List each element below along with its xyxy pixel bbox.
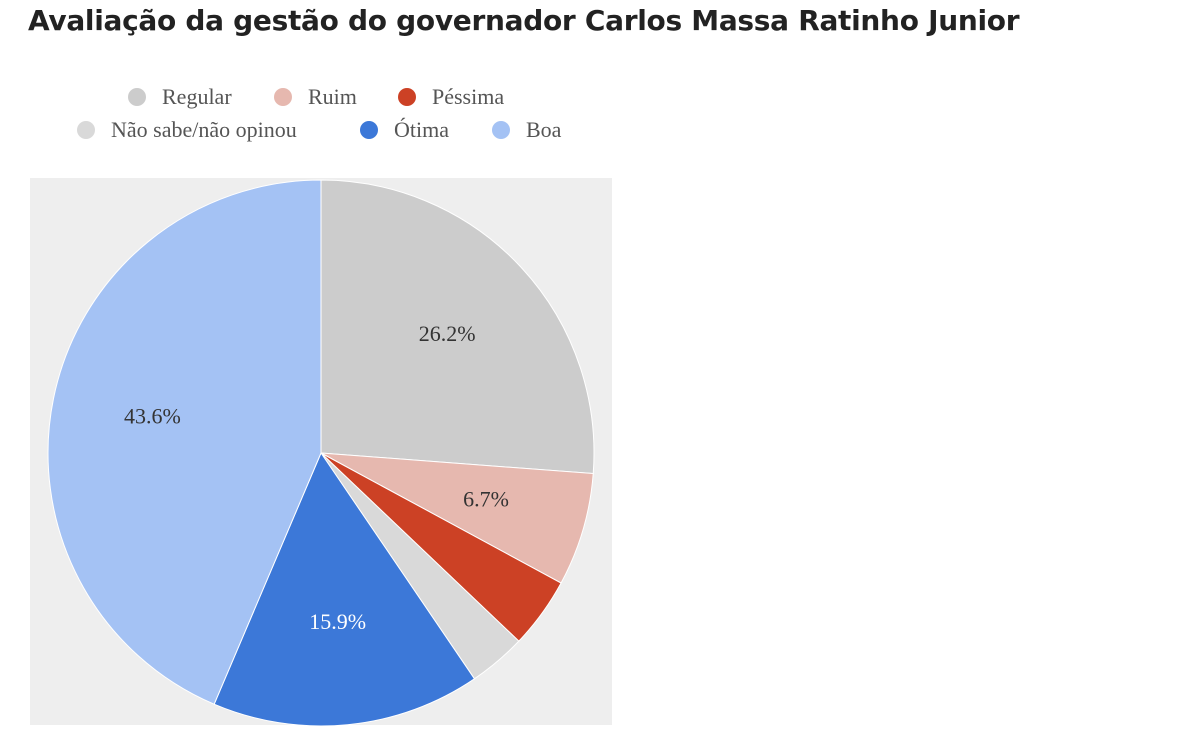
legend-item-regular[interactable]: Regular xyxy=(128,84,232,110)
legend-label-otima: Ótima xyxy=(394,117,449,142)
legend-item-otima[interactable]: Ótima xyxy=(360,117,449,143)
legend-item-nao-sabe[interactable]: Não sabe/não opinou xyxy=(77,117,297,143)
legend-swatch-pessima xyxy=(398,88,416,106)
legend-label-ruim: Ruim xyxy=(308,84,357,109)
pie-label-regular: 26.2% xyxy=(419,321,476,346)
legend-swatch-boa xyxy=(492,121,510,139)
legend-label-nao-sabe: Não sabe/não opinou xyxy=(111,117,297,142)
pie-slice-ruim[interactable] xyxy=(320,452,594,584)
legend-label-pessima: Péssima xyxy=(432,84,505,109)
legend-item-ruim[interactable]: Ruim xyxy=(274,84,357,110)
pie-slice-boa[interactable] xyxy=(47,179,322,705)
legend-item-pessima[interactable]: Péssima xyxy=(398,84,504,110)
legend-label-regular: Regular xyxy=(162,84,232,109)
legend-swatch-otima xyxy=(360,121,378,139)
legend-swatch-regular xyxy=(128,88,146,106)
pie-slice-otima[interactable] xyxy=(213,451,476,727)
legend-swatch-nao-sabe xyxy=(77,121,95,139)
chart-title: Avaliação da gestão do governador Carlos… xyxy=(28,4,1020,37)
pie-label-ruim: 6.7% xyxy=(463,487,509,512)
pie-label-boa: 43.6% xyxy=(124,404,181,429)
legend-label-boa: Boa xyxy=(526,117,562,142)
legend-swatch-ruim xyxy=(274,88,292,106)
pie-label-otima: 15.9% xyxy=(309,609,366,634)
pie-slices xyxy=(47,179,595,727)
pie-slice-regular[interactable] xyxy=(320,179,595,475)
pie-labels: 26.2% 6.7% 15.9% 43.6% xyxy=(124,321,509,634)
legend-item-boa[interactable]: Boa xyxy=(492,117,561,143)
